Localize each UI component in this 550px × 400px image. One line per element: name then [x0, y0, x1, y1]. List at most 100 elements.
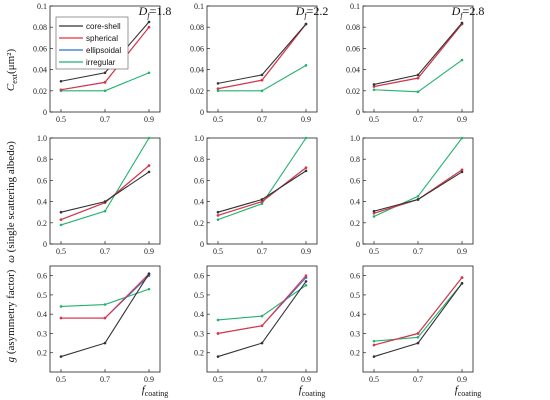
series-point-irregular [260, 89, 264, 93]
panel-frame [362, 265, 474, 373]
xlabel-col-1: fcoating [142, 384, 169, 398]
series-point-core-shell [304, 280, 308, 283]
y-tick-label: 0.04 [33, 66, 47, 75]
panel-2: 0 0.02 0.04 0.06 0.08 0.1 0.5 0.7 0.9 [190, 2, 318, 124]
x-tick-label: 0.7 [100, 115, 110, 124]
series-point-spherical [147, 164, 151, 167]
series-point-core-shell [460, 282, 464, 285]
legend-label-spherical: spherical [86, 34, 118, 43]
series-point-core-shell [304, 22, 308, 26]
x-tick-label: 0.5 [56, 375, 66, 384]
series-point-core-shell [372, 83, 376, 86]
series-point-core-shell [147, 20, 151, 24]
y-tick-label: 1.0 [194, 134, 204, 143]
y-tick-label: 0.3 [37, 329, 47, 338]
series-point-irregular [216, 218, 220, 221]
y-tick-label: 0.08 [33, 23, 47, 32]
series-point-irregular [216, 318, 220, 322]
y-tick-label: 0.2 [350, 219, 360, 228]
series-point-spherical [59, 316, 63, 320]
y-tick-label: 0.06 [190, 44, 204, 53]
series-point-core-shell [216, 355, 220, 358]
series-point-spherical [460, 276, 464, 279]
y-tick-label: 0.04 [190, 66, 204, 75]
y-tick-label: 0.02 [33, 87, 47, 96]
panel-frame [49, 137, 161, 245]
x-tick-label: 0.7 [413, 247, 423, 256]
row-ylabel-1: Cext(μm²) [5, 49, 19, 92]
series-point-irregular [304, 283, 308, 287]
series-point-irregular [372, 88, 376, 92]
y-tick-label: 0.1 [350, 2, 360, 11]
x-tick-label: 0.7 [257, 375, 267, 384]
x-tick-label: 0.9 [301, 247, 311, 256]
y-tick-label: 0.5 [194, 291, 204, 300]
series-point-irregular [460, 58, 464, 62]
y-tick-label: 0.4 [194, 198, 204, 207]
panel-frame [362, 137, 474, 245]
panel-frame [362, 5, 474, 113]
x-tick-label: 0.9 [144, 115, 154, 124]
panel-8: 0.2 0.3 0.4 0.5 0.6 0.5 0.7 0.9 [194, 265, 318, 384]
series-point-core-shell [460, 170, 464, 174]
panels: 0 0.02 0.04 0.06 0.08 0.1 0.5 0.7 0.9 0 0.02 0.04 0.… [33, 2, 474, 384]
x-tick-label: 0.9 [144, 247, 154, 256]
y-tick-label: 0.8 [350, 155, 360, 164]
series-point-irregular [260, 314, 264, 318]
series-point-core-shell [147, 170, 151, 174]
series-point-core-shell [103, 71, 107, 75]
series-point-irregular [147, 287, 151, 291]
series-point-irregular [260, 202, 264, 206]
panel-6: 0 0.2 0.4 0.6 0.8 1.0 0.5 0.7 0.9 [350, 134, 474, 256]
y-tick-label: 0.4 [37, 198, 47, 207]
y-tick-label: 0.3 [350, 329, 360, 338]
y-tick-label: 0 [356, 240, 360, 249]
series-point-irregular [416, 90, 420, 94]
column-title-2: Df=2.2 [295, 4, 329, 20]
series-point-spherical [103, 316, 107, 320]
y-tick-label: 0.02 [190, 87, 204, 96]
y-tick-label: 0 [43, 240, 47, 249]
x-tick-label: 0.5 [213, 375, 223, 384]
y-tick-label: 0 [200, 108, 204, 117]
series-point-spherical [216, 87, 220, 90]
series-point-spherical [103, 81, 107, 84]
series-point-core-shell [304, 169, 308, 173]
series-point-core-shell [416, 341, 420, 345]
series-line-spherical [373, 277, 463, 346]
series-point-irregular [103, 209, 107, 213]
series-point-core-shell [416, 198, 420, 201]
x-tick-label: 0.7 [413, 375, 423, 384]
series-line-spherical [373, 169, 463, 214]
series-point-spherical [304, 166, 308, 169]
x-tick-label: 0.9 [457, 247, 467, 256]
x-tick-label: 0.5 [213, 247, 223, 256]
panel-4: 0 0.2 0.4 0.6 0.8 1.0 0.5 0.7 0.9 [37, 134, 161, 256]
y-tick-label: 0.06 [346, 44, 360, 53]
y-tick-label: 0.6 [37, 272, 47, 281]
series-line-ellipsoidal [61, 275, 150, 319]
y-tick-label: 1.0 [37, 134, 47, 143]
series-point-irregular [103, 303, 107, 306]
series-point-spherical [216, 332, 220, 335]
y-tick-label: 0.2 [37, 349, 47, 358]
y-tick-label: 0.08 [190, 23, 204, 32]
y-tick-label: 0.5 [350, 291, 360, 300]
series-point-irregular [147, 71, 151, 75]
series-point-irregular [416, 195, 420, 198]
y-tick-label: 0.6 [350, 176, 360, 185]
panel-1: 0 0.02 0.04 0.06 0.08 0.1 0.5 0.7 0.9 [33, 2, 161, 124]
y-tick-label: 0 [356, 108, 360, 117]
series-point-irregular [372, 215, 376, 218]
series-line-core-shell [373, 171, 463, 212]
x-tick-label: 0.5 [56, 247, 66, 256]
y-tick-label: 0.6 [194, 272, 204, 281]
column-title-1: Df=1.8 [138, 4, 172, 20]
y-tick-label: 0.4 [194, 310, 204, 319]
panel-7: 0.2 0.3 0.4 0.5 0.6 0.5 0.7 0.9 [37, 265, 161, 384]
series-point-irregular [304, 136, 308, 140]
legend-label-ellipsoidal: ellipsoidal [86, 46, 121, 55]
row-ylabel-3: g (asymmetry factor) [5, 269, 17, 362]
x-tick-label: 0.7 [257, 115, 267, 124]
xlabel-col-3: fcoating [455, 384, 482, 398]
